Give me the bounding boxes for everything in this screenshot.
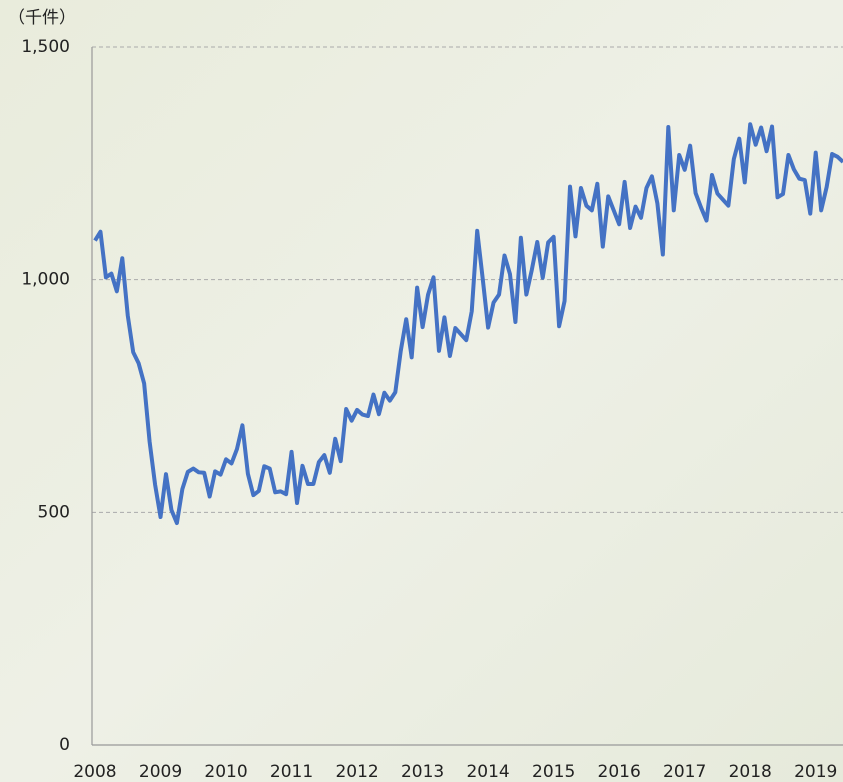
y-tick-label: 1,000	[21, 270, 70, 290]
x-tick-label: 2017	[663, 762, 706, 782]
x-tick-label: 2016	[598, 762, 641, 782]
x-tick-label: 2019	[794, 762, 837, 782]
x-tick-label: 2008	[73, 762, 116, 782]
y-axis-unit: （千件）	[8, 8, 76, 28]
x-tick-label: 2009	[139, 762, 182, 782]
x-tick-label: 2012	[335, 762, 378, 782]
x-tick-label: 2011	[270, 762, 313, 782]
y-tick-label: 500	[38, 502, 70, 522]
x-tick-label: 2015	[532, 762, 575, 782]
y-tick-label: 1,500	[21, 37, 70, 57]
data-line	[93, 122, 843, 526]
x-tick-label: 2014	[466, 762, 509, 782]
y-tick-label: 0	[59, 735, 70, 755]
x-tick-label: 2018	[729, 762, 772, 782]
x-tick-label: 2013	[401, 762, 444, 782]
x-tick-label: 2010	[204, 762, 247, 782]
